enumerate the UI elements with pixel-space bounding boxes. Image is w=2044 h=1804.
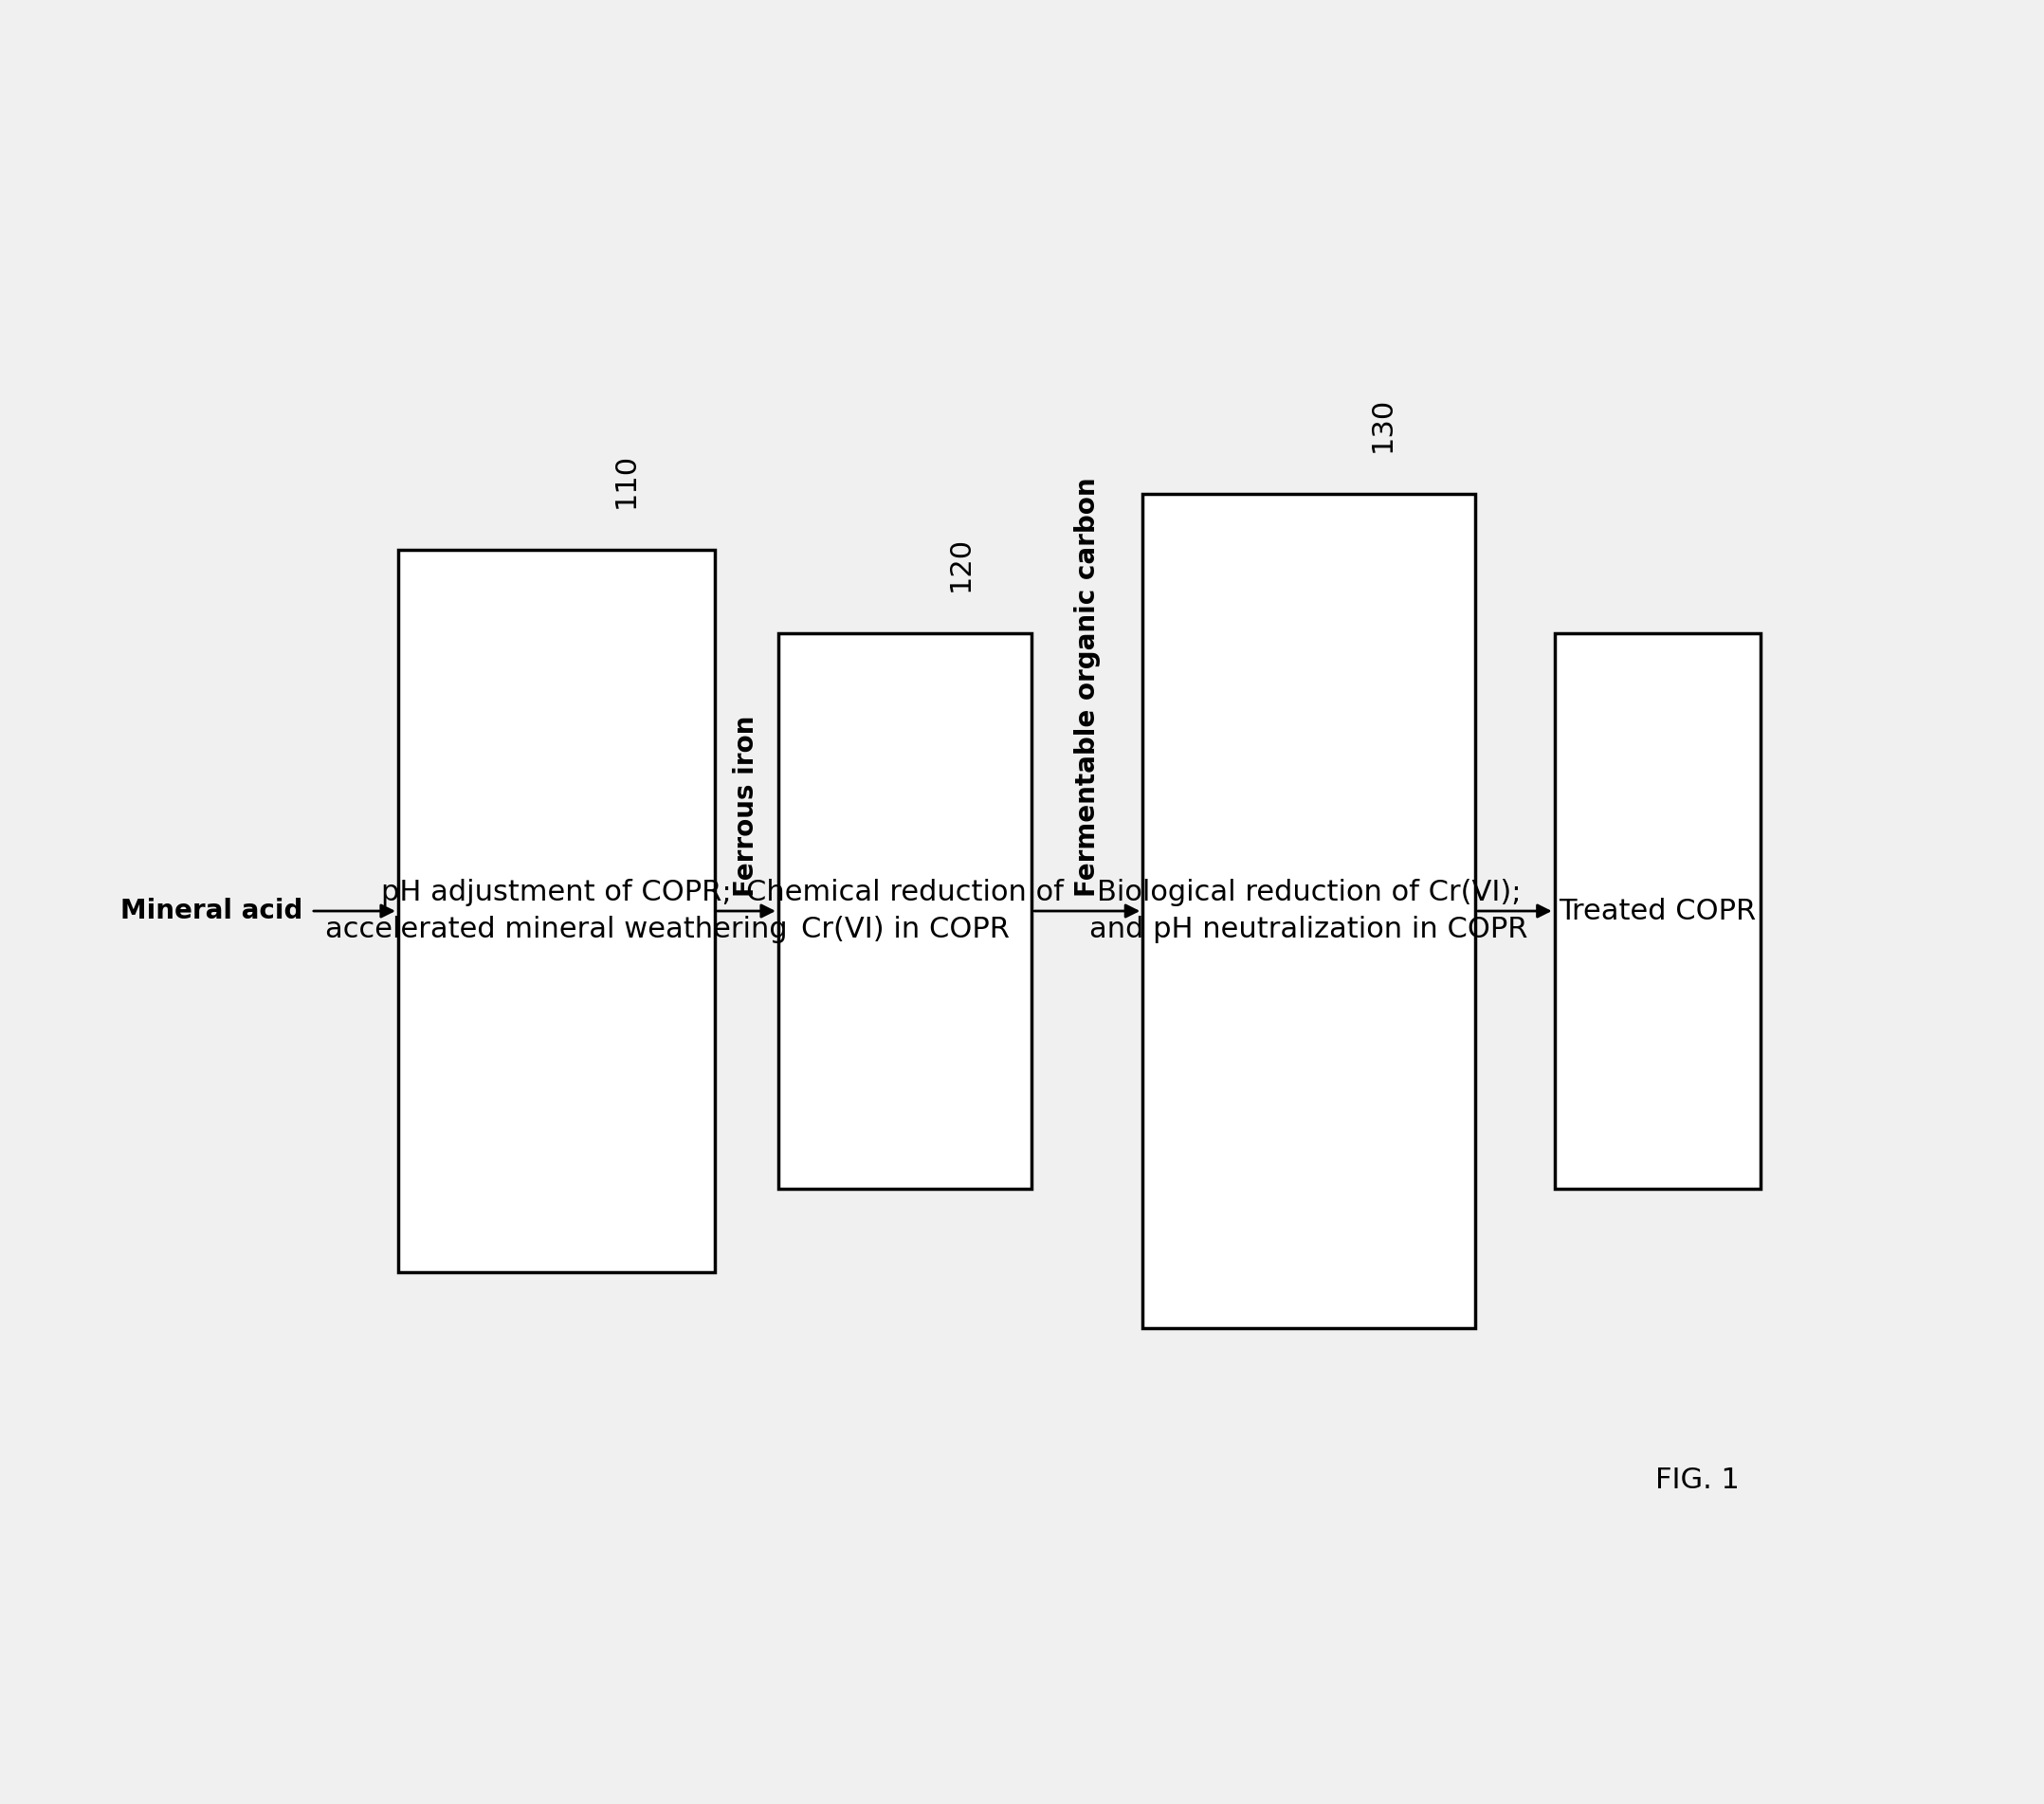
Text: Treated COPR: Treated COPR <box>1560 897 1756 925</box>
Text: Fermentable organic carbon: Fermentable organic carbon <box>1073 478 1100 897</box>
Text: 110: 110 <box>613 453 640 509</box>
FancyBboxPatch shape <box>779 633 1032 1189</box>
Text: pH adjustment of COPR;
accelerated mineral weathering: pH adjustment of COPR; accelerated miner… <box>325 879 787 943</box>
Text: Biological reduction of Cr(VI);
and pH neutralization in COPR: Biological reduction of Cr(VI); and pH n… <box>1089 879 1529 943</box>
Text: Ferrous iron: Ferrous iron <box>734 716 760 897</box>
FancyBboxPatch shape <box>1143 494 1476 1328</box>
Text: Mineral acid: Mineral acid <box>121 898 303 924</box>
Text: 130: 130 <box>1367 397 1396 453</box>
FancyBboxPatch shape <box>399 550 715 1272</box>
FancyBboxPatch shape <box>1553 633 1760 1189</box>
Text: 120: 120 <box>946 536 975 592</box>
Text: FIG. 1: FIG. 1 <box>1656 1467 1739 1494</box>
Text: Chemical reduction of
Cr(VI) in COPR: Chemical reduction of Cr(VI) in COPR <box>746 879 1063 943</box>
